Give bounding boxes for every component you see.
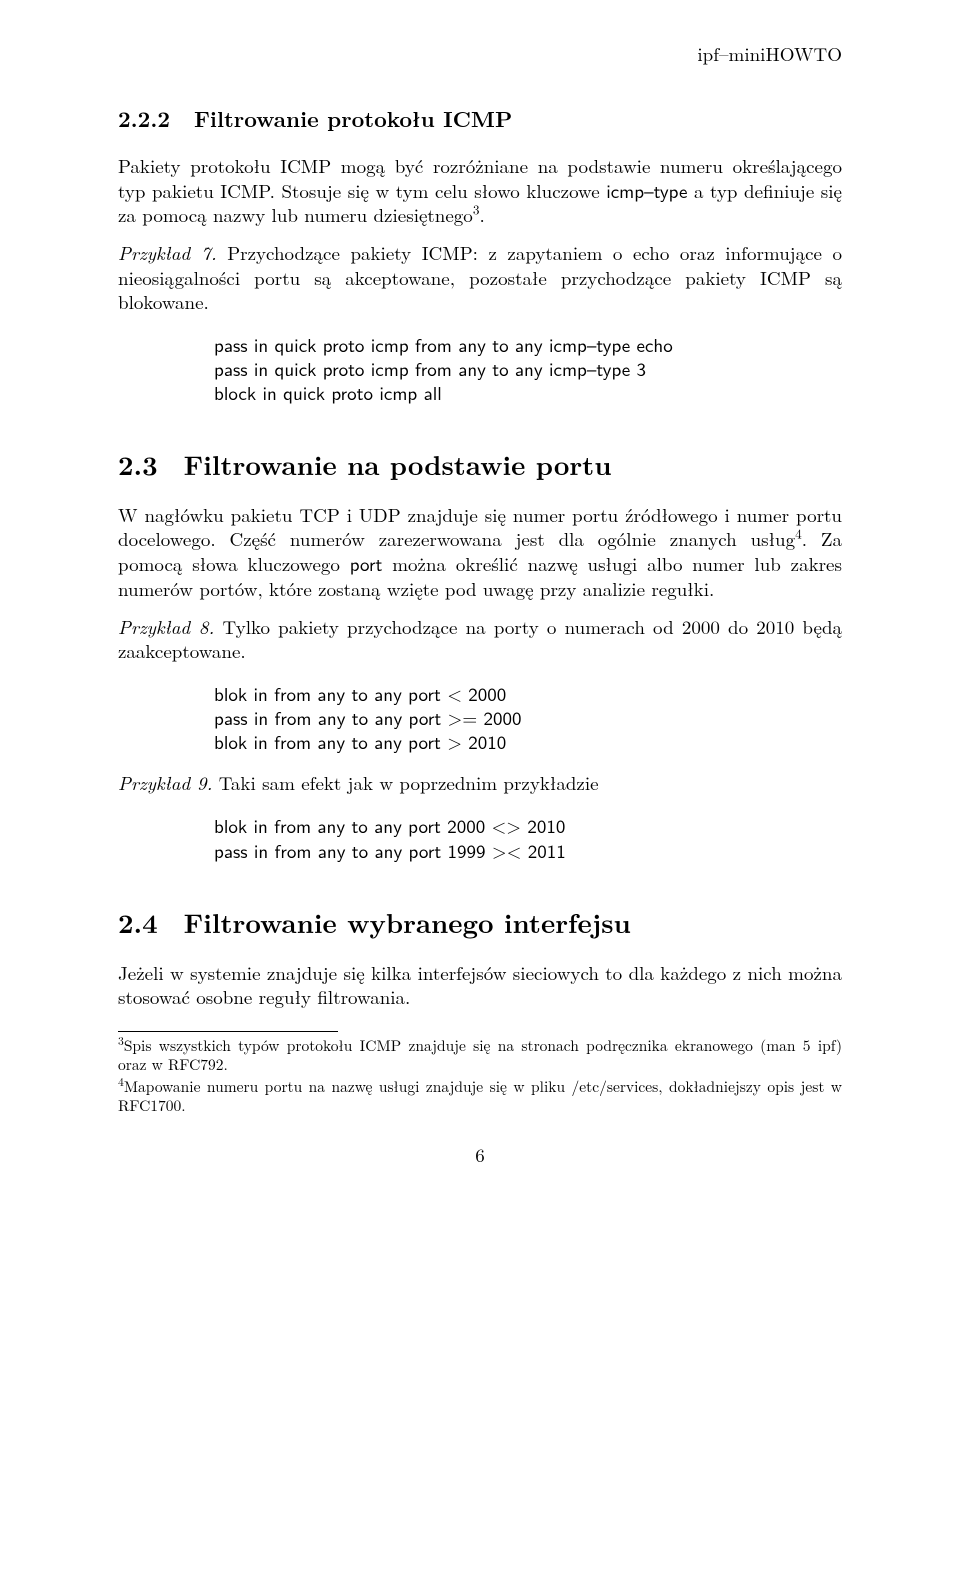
example-label: Przykład 8. [118, 613, 214, 640]
section-2-4-heading: 2.4 Filtrowanie wybranego interfejsu [118, 902, 842, 941]
subsection-2-2-2-heading: 2.2.2 Filtrowanie protokołu ICMP [118, 103, 842, 134]
section-title-text: Filtrowanie wybranego interfejsu [184, 902, 631, 941]
example-label: Przykład 9. [118, 769, 212, 796]
section-number: 2.3 [118, 444, 158, 483]
example-8: Przykład 8. Tylko pakiety przychodzące n… [118, 615, 842, 663]
section-title-text: Filtrowanie na podstawie portu [184, 444, 612, 483]
code-block-2: blok in from any to any port < 2000 pass… [214, 681, 842, 753]
paragraph: Pakiety protokołu ICMP mogą być rozróżni… [118, 154, 842, 227]
example-9: Przykład 9. Taki sam efekt jak w poprzed… [118, 771, 842, 795]
document-page: ipf–miniHOWTO 2.2.2 Filtrowanie protokołu… [0, 0, 960, 1589]
paragraph: Jeżeli w systemie znajduje się kilka int… [118, 961, 842, 1009]
footnote-ref: 4 [795, 524, 802, 543]
code-block-3: blok in from any to any port 2000 <> 201… [214, 813, 842, 861]
example-label: Przykład 7. [118, 239, 217, 266]
footnote-separator [118, 1031, 338, 1032]
footnote-4: 4Mapowanie numeru portu na nazwę usługi … [118, 1077, 842, 1116]
inline-code: icmp–type [606, 176, 687, 204]
section-number: 2.4 [118, 902, 158, 941]
inline-code: port [350, 549, 383, 577]
code-block-1: pass in quick proto icmp from any to any… [214, 332, 842, 404]
example-7: Przykład 7. Przychodzące pakiety ICMP: z… [118, 241, 842, 313]
subsection-title-text: Filtrowanie protokołu ICMP [194, 103, 512, 134]
section-2-3-heading: 2.3 Filtrowanie na podstawie portu [118, 444, 842, 483]
footnote-3: 3Spis wszystkich typów protokołu ICMP zn… [118, 1036, 842, 1075]
running-header: ipf–miniHOWTO [118, 40, 842, 67]
page-number: 6 [118, 1141, 842, 1168]
paragraph: W nagłówku pakietu TCP i UDP znajduje si… [118, 503, 842, 601]
subsection-number: 2.2.2 [118, 103, 170, 134]
